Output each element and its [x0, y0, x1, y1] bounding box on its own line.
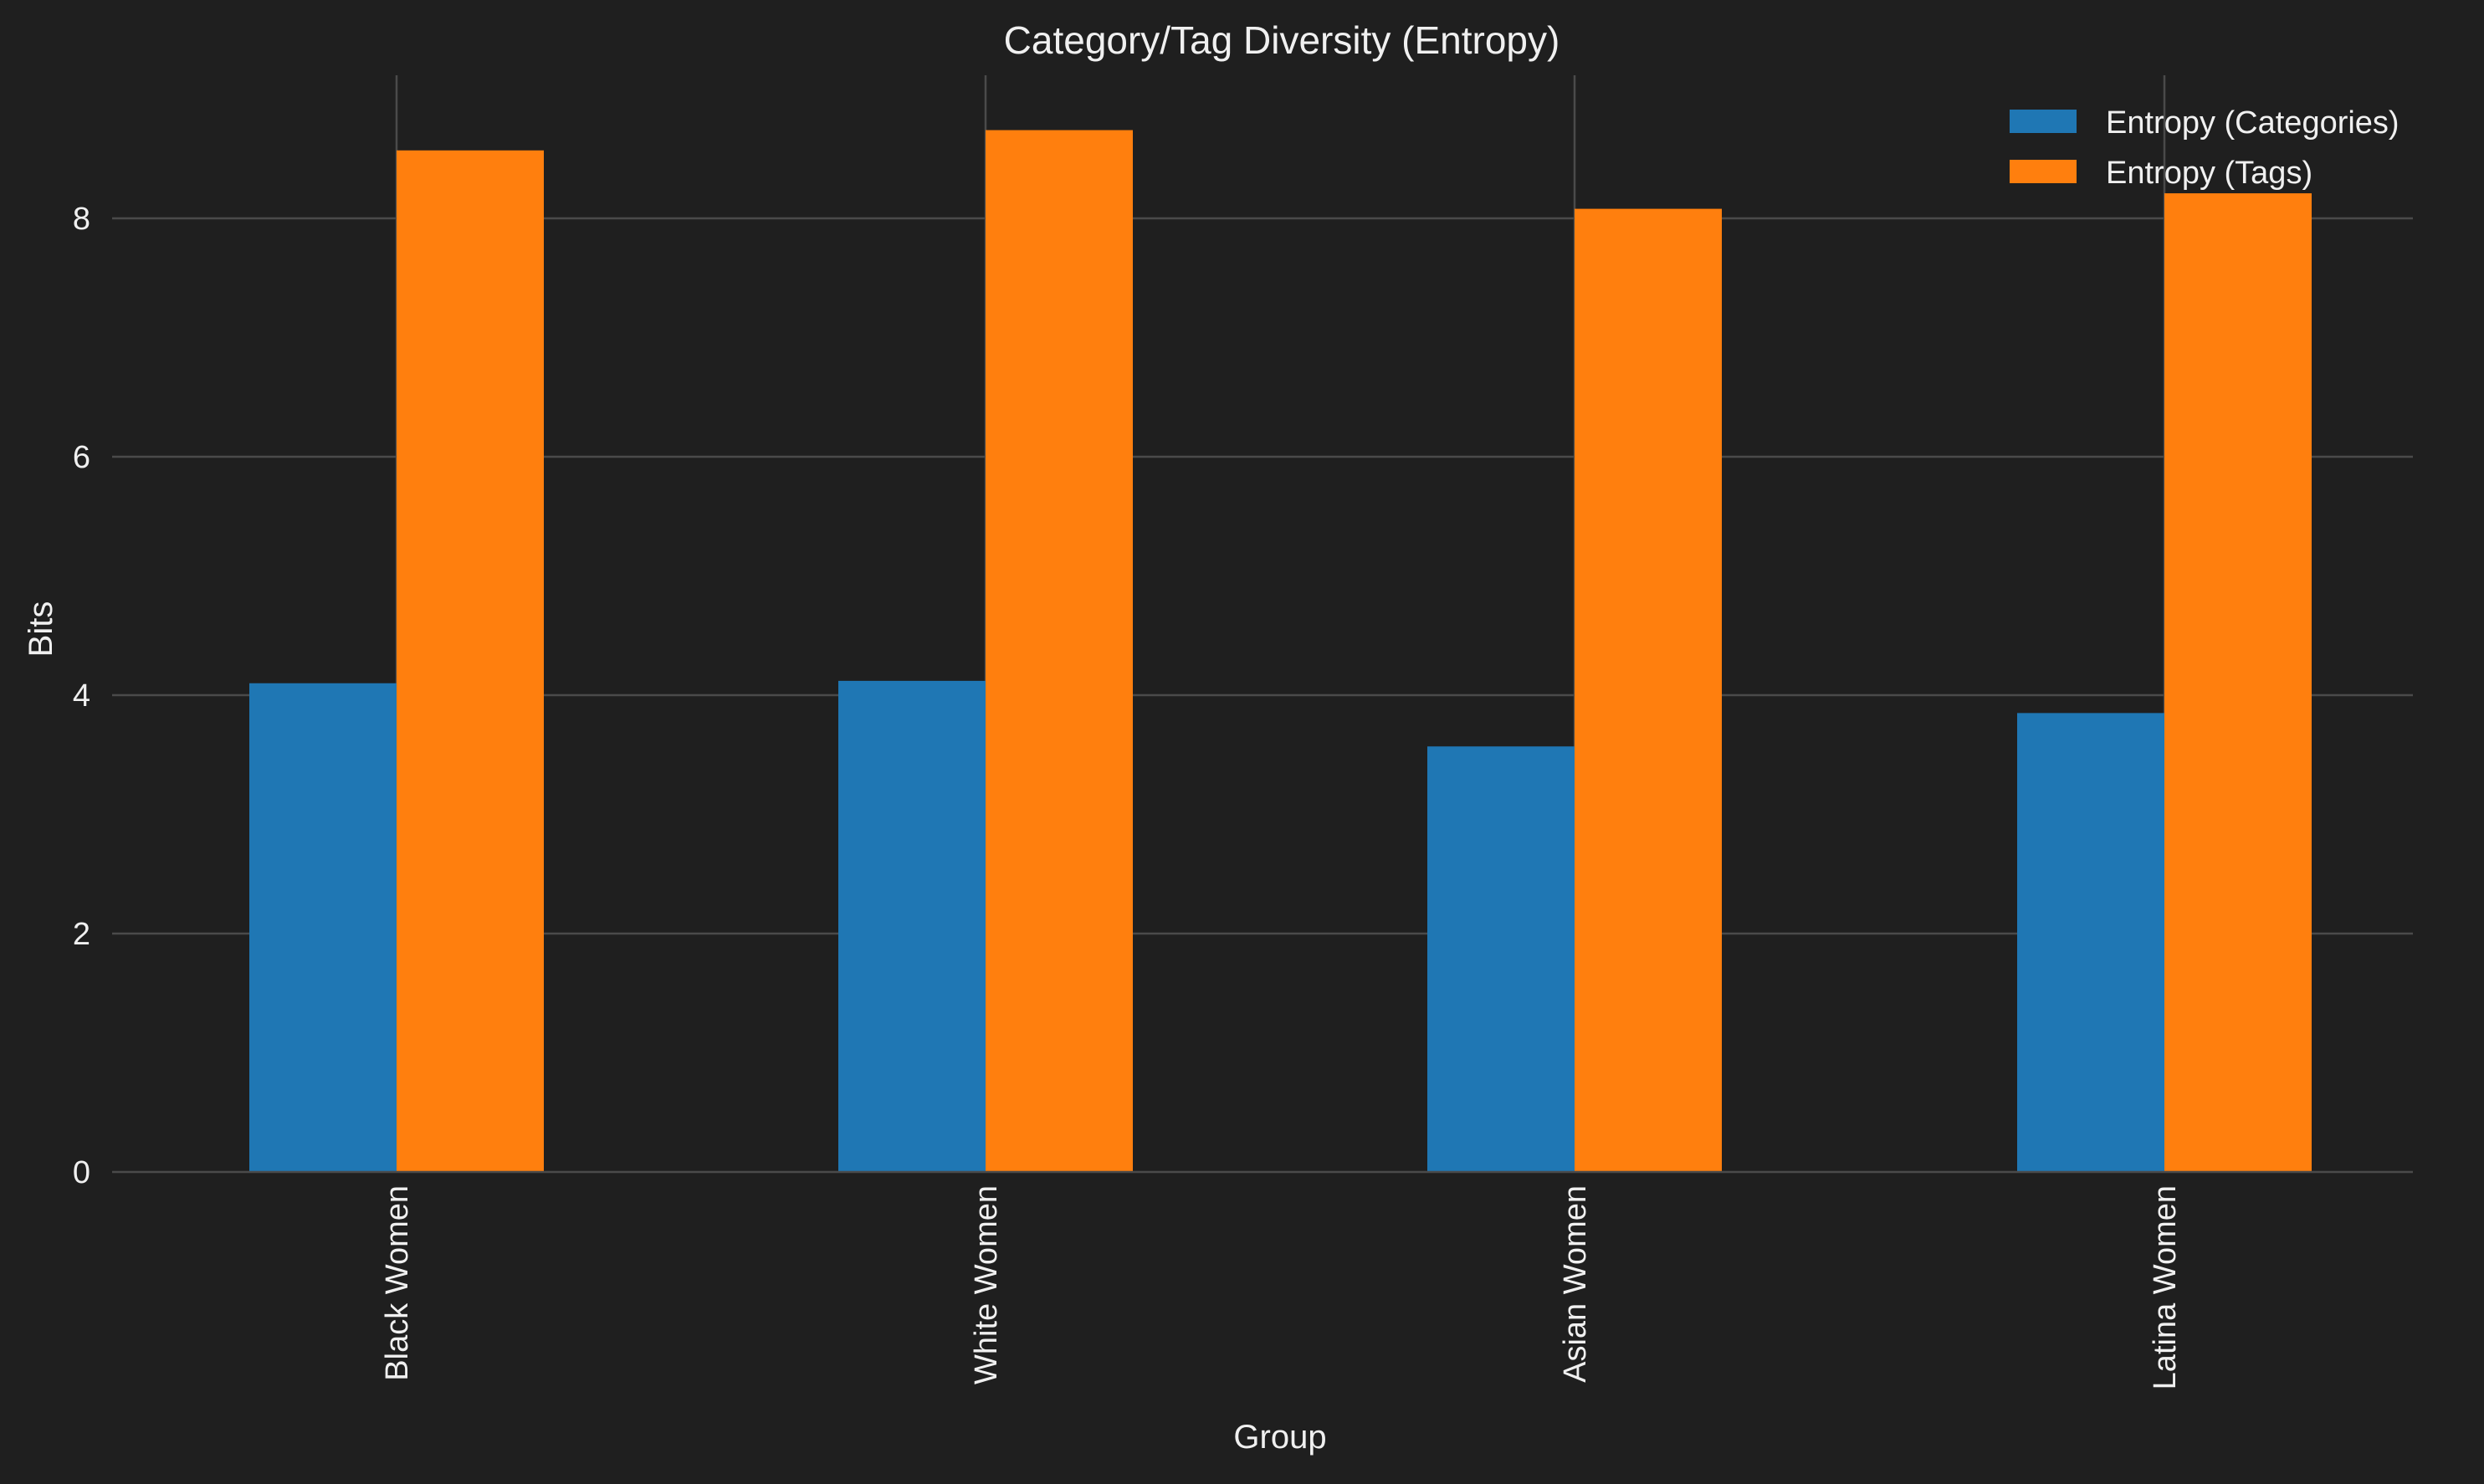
bar-tags-latina-women — [2164, 193, 2312, 1173]
y-tick-label: 2 — [73, 917, 90, 952]
x-tick-label: Latina Women — [2148, 1185, 2183, 1389]
bar-categories-latina-women — [2017, 713, 2164, 1172]
x-tick-label: Black Women — [380, 1185, 415, 1381]
legend-swatch-tags — [2010, 160, 2077, 183]
bar-categories-black-women — [249, 683, 397, 1172]
x-tick-label: White Women — [969, 1185, 1004, 1384]
y-tick-label: 4 — [73, 678, 90, 714]
bar-tags-asian-women — [1575, 208, 1722, 1173]
x-tick-label: Asian Women — [1558, 1185, 1593, 1383]
y-tick-label: 6 — [73, 440, 90, 475]
x-axis-label: Group — [1233, 1419, 1326, 1456]
bar-categories-asian-women — [1427, 746, 1575, 1172]
y-tick-label: 0 — [73, 1155, 90, 1190]
legend-swatch-categories — [2010, 110, 2077, 133]
bar-categories-white-women — [838, 680, 986, 1172]
legend: Entropy (Categories) Entropy (Tags) — [2010, 105, 2399, 191]
chart-title: Category/Tag Diversity (Entropy) — [1004, 18, 1560, 62]
axes: 0 2 4 6 8 Black Women White Women Asian Women La… — [73, 202, 2413, 1389]
bar-tags-black-women — [397, 150, 544, 1172]
y-tick-label: 8 — [73, 202, 90, 237]
legend-label-tags: Entropy (Tags) — [2106, 156, 2312, 191]
legend-label-categories: Entropy (Categories) — [2106, 105, 2399, 141]
bars — [249, 130, 2312, 1173]
y-axis-label: Bits — [23, 601, 59, 658]
bar-tags-white-women — [986, 130, 1133, 1172]
